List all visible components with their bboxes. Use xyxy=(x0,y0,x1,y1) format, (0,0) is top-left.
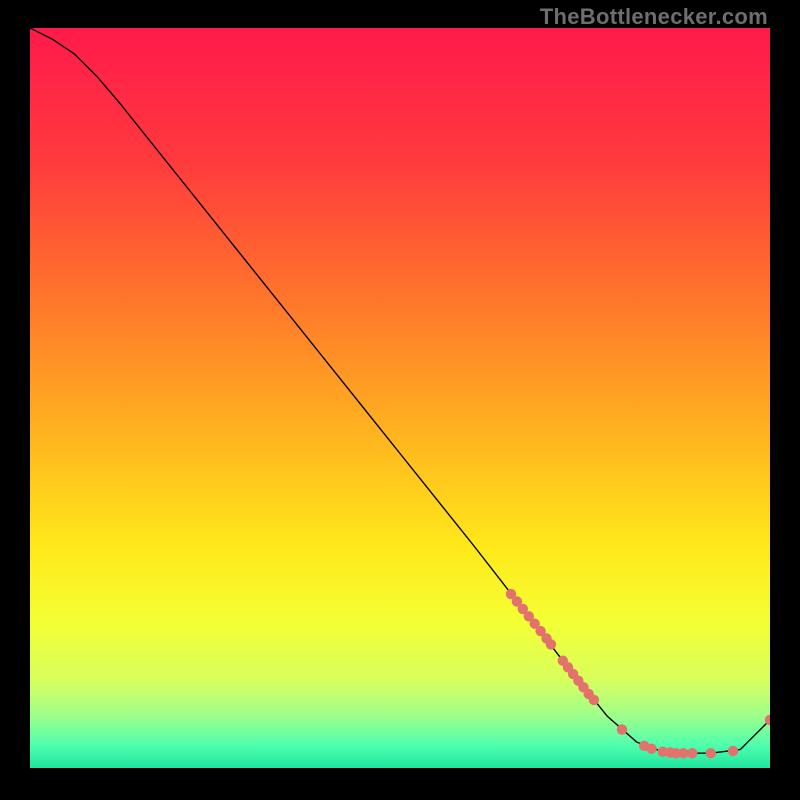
data-point xyxy=(546,639,556,649)
data-point xyxy=(678,748,688,758)
data-point xyxy=(706,748,716,758)
gradient-background xyxy=(30,28,770,768)
data-point xyxy=(728,746,738,756)
data-point xyxy=(589,695,599,705)
data-point xyxy=(646,744,656,754)
bottleneck-chart xyxy=(30,28,770,768)
watermark-text: TheBottlenecker.com xyxy=(540,4,768,30)
data-point xyxy=(687,748,697,758)
chart-container xyxy=(30,28,770,768)
data-point xyxy=(617,724,627,734)
